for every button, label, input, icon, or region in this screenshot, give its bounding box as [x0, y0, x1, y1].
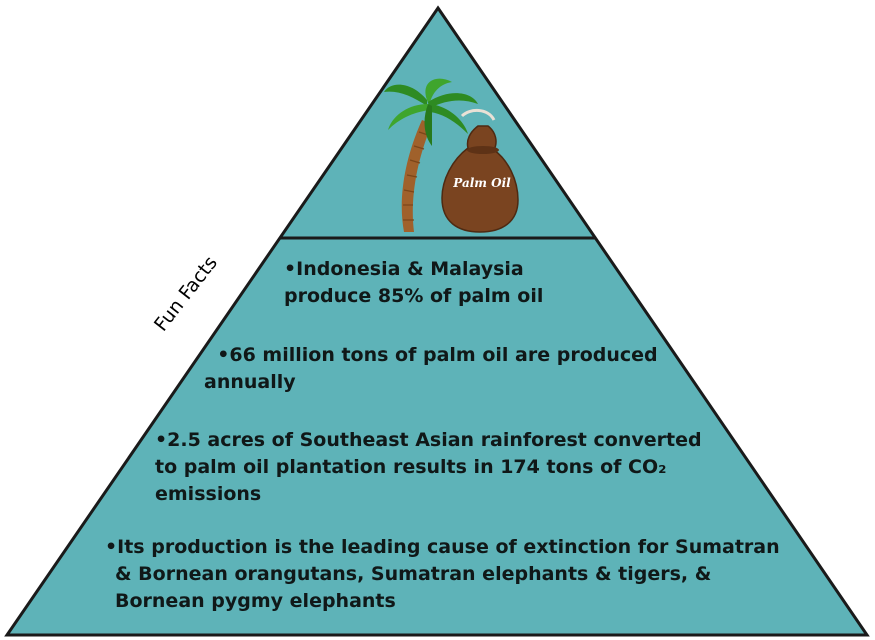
- fact-1: •Indonesia & Malaysia produce 85% of pal…: [284, 256, 543, 310]
- fact-4-line-3: Bornean pygmy elephants: [115, 590, 396, 612]
- fact-2-line-2: annually: [204, 371, 296, 393]
- fact-4: •Its production is the leading cause of …: [105, 534, 780, 615]
- fact-1-line-1: •Indonesia & Malaysia: [284, 258, 524, 280]
- bag-label: Palm Oil: [453, 176, 511, 190]
- fact-3: •2.5 acres of Southeast Asian rainforest…: [155, 427, 702, 508]
- fact-1-line-2: produce 85% of palm oil: [284, 285, 544, 307]
- palm-tree-icon: [384, 78, 478, 232]
- fact-3-line-2: to palm oil plantation results in 174 to…: [155, 456, 667, 478]
- fact-4-line-2: & Bornean orangutans, Sumatran elephants…: [115, 563, 712, 585]
- pyramid-triangle: [4, 5, 870, 637]
- fact-2: •66 million tons of palm oil are produce…: [204, 342, 658, 396]
- fact-3-line-3: emissions: [155, 483, 262, 505]
- fact-4-line-1: •Its production is the leading cause of …: [105, 536, 780, 558]
- oil-sack-icon: [441, 109, 519, 233]
- fact-3-line-1: •2.5 acres of Southeast Asian rainforest…: [155, 429, 702, 451]
- fact-2-line-1: •66 million tons of palm oil are produce…: [204, 344, 658, 366]
